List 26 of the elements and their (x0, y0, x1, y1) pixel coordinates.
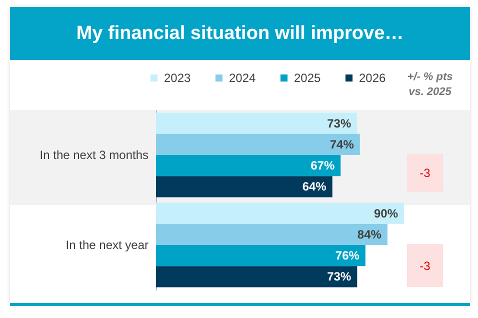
data-label: 73% (327, 116, 352, 130)
data-label: 76% (335, 248, 360, 263)
data-label: 90% (374, 206, 398, 220)
data-label: 84% (357, 227, 382, 242)
bar (156, 176, 332, 198)
data-label: 67% (310, 158, 335, 173)
legend-label: 2025 (294, 71, 322, 85)
text: -3 (407, 154, 443, 192)
bar (156, 155, 341, 176)
bar (156, 245, 366, 266)
text: +/- % pts vs. 2025 (406, 70, 454, 100)
chart-title: My financial situation will improve… (10, 7, 470, 60)
bar (156, 202, 404, 224)
y-tick-label: In the next year (66, 238, 148, 252)
bar (156, 224, 388, 245)
bar (156, 134, 360, 155)
y-tick-label: In the next 3 months (40, 148, 148, 162)
text: -3 (407, 244, 443, 287)
legend-label: 2024 (229, 71, 256, 85)
data-label: 73% (327, 270, 352, 284)
data-label: 74% (330, 137, 354, 152)
data-label: 64% (302, 180, 327, 194)
legend-label: 2023 (164, 71, 192, 85)
bar (156, 112, 358, 134)
bar (156, 266, 358, 288)
legend-label: 2026 (359, 71, 386, 85)
